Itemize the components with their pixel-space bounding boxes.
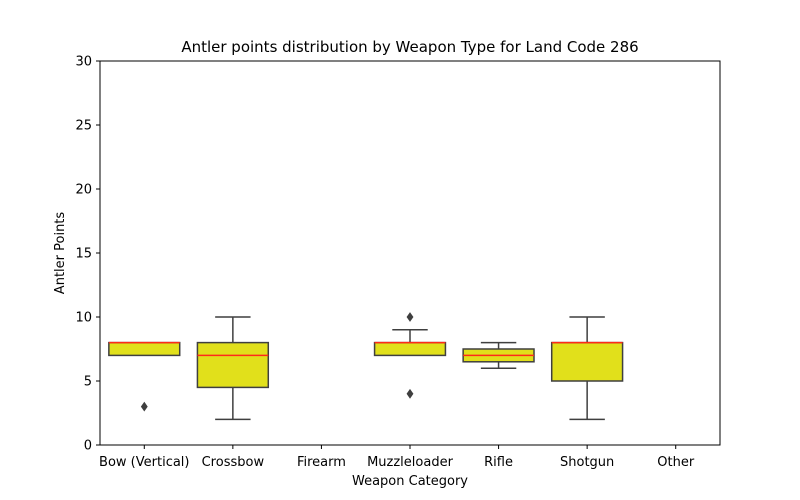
- x-axis-label: Weapon Category: [352, 474, 468, 489]
- chart-title: Antler points distribution by Weapon Typ…: [181, 38, 638, 56]
- box-iqr: [373, 341, 447, 357]
- y-tick-label: 20: [75, 183, 92, 198]
- x-tick-label: Firearm: [297, 455, 346, 470]
- x-tick-label: Bow (Vertical): [99, 455, 189, 470]
- box-iqr: [108, 341, 181, 357]
- axes-frame: [99, 60, 721, 446]
- y-tick-label: 30: [75, 55, 92, 70]
- outlier-point: [406, 312, 414, 322]
- y-tick-label: 5: [84, 375, 92, 390]
- y-tick-label: 0: [84, 439, 92, 454]
- y-axis-label: Antler Points: [53, 212, 68, 295]
- x-tick-label: Crossbow: [202, 455, 265, 470]
- box-iqr: [196, 341, 270, 389]
- x-tick-label: Other: [657, 455, 695, 470]
- y-tick-label: 25: [75, 119, 92, 134]
- plot-area: 0 5 10 15 20 25 30 Bow (Vertical) Crossbow Firear…: [75, 55, 721, 470]
- y-tick-label: 10: [75, 311, 92, 326]
- outlier-point: [406, 388, 414, 399]
- box-iqr: [550, 341, 624, 382]
- x-tick-label: Muzzleloader: [367, 455, 453, 470]
- x-tick-label: Shotgun: [560, 455, 614, 470]
- x-tick-label: Rifle: [484, 455, 513, 470]
- y-tick-label: 15: [75, 247, 92, 262]
- outlier-point: [140, 401, 148, 412]
